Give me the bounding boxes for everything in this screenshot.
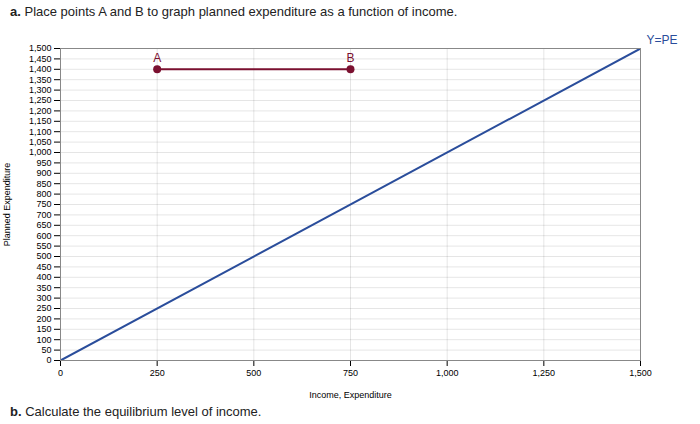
- svg-text:1,000: 1,000: [436, 368, 459, 378]
- svg-text:500: 500: [36, 251, 51, 261]
- svg-text:B: B: [346, 51, 354, 65]
- svg-text:450: 450: [36, 262, 51, 272]
- svg-text:650: 650: [36, 220, 51, 230]
- svg-text:550: 550: [36, 241, 51, 251]
- svg-text:1,000: 1,000: [29, 147, 52, 157]
- svg-text:300: 300: [36, 293, 51, 303]
- svg-text:0: 0: [46, 355, 51, 365]
- svg-text:600: 600: [36, 231, 51, 241]
- svg-text:1,450: 1,450: [29, 54, 52, 64]
- svg-text:950: 950: [36, 158, 51, 168]
- svg-text:1,150: 1,150: [29, 116, 52, 126]
- svg-text:A: A: [153, 51, 161, 65]
- svg-text:50: 50: [41, 345, 51, 355]
- svg-text:1,400: 1,400: [29, 64, 52, 74]
- html-text:b. Calculate the equilibrium l: b. Calculate the equilibrium level of in…: [10, 404, 262, 419]
- svg-text:700: 700: [36, 210, 51, 220]
- svg-text:Y=PE: Y=PE: [647, 33, 678, 47]
- svg-text:1,500: 1,500: [29, 43, 52, 53]
- svg-text:850: 850: [36, 179, 51, 189]
- svg-text:750: 750: [343, 368, 358, 378]
- svg-text:750: 750: [36, 199, 51, 209]
- svg-text:500: 500: [246, 368, 261, 378]
- svg-text:Planned Expenditure: Planned Expenditure: [2, 163, 12, 247]
- svg-text:150: 150: [36, 324, 51, 334]
- svg-text:1,200: 1,200: [29, 106, 52, 116]
- svg-text:800: 800: [36, 189, 51, 199]
- svg-text:1,100: 1,100: [29, 127, 52, 137]
- svg-text:1,250: 1,250: [29, 95, 52, 105]
- svg-text:Income, Expenditure: Income, Expenditure: [309, 390, 392, 400]
- svg-text:400: 400: [36, 272, 51, 282]
- svg-text:1,250: 1,250: [533, 368, 556, 378]
- svg-text:1,350: 1,350: [29, 75, 52, 85]
- html-text:a. Place points A and B to gra: a. Place points A and B to graph planned…: [10, 4, 458, 19]
- svg-text:100: 100: [36, 335, 51, 345]
- svg-text:900: 900: [36, 168, 51, 178]
- svg-text:200: 200: [36, 314, 51, 324]
- svg-text:350: 350: [36, 283, 51, 293]
- svg-text:1,500: 1,500: [629, 368, 652, 378]
- svg-text:1,050: 1,050: [29, 137, 52, 147]
- svg-text:1,300: 1,300: [29, 85, 52, 95]
- svg-text:0: 0: [58, 368, 63, 378]
- svg-text:250: 250: [36, 303, 51, 313]
- svg-text:250: 250: [150, 368, 165, 378]
